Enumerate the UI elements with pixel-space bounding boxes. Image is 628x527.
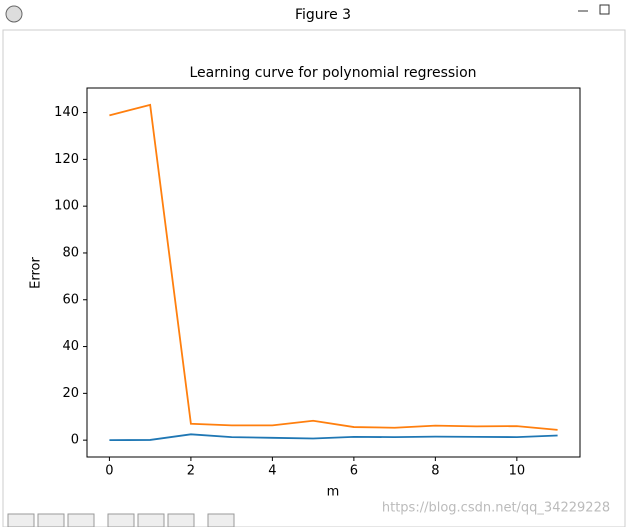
- y-tick-label: 80: [62, 245, 79, 260]
- x-tick-label: 4: [268, 464, 276, 479]
- axes: [86, 87, 581, 458]
- configure-button[interactable]: [167, 513, 195, 527]
- toolbar: [7, 513, 235, 527]
- y-tick-label: 100: [54, 199, 79, 214]
- y-tick-label: 120: [54, 152, 79, 167]
- watermark: https://blog.csdn.net/qq_34229228: [382, 501, 610, 516]
- line-series: [109, 103, 558, 431]
- x-tick-label: 8: [431, 464, 439, 479]
- x-tick-label: 6: [350, 464, 358, 479]
- x-tick-label: 0: [105, 464, 113, 479]
- x-axis-label: m: [327, 485, 340, 500]
- chart-title: Learning curve for polynomial regression: [189, 65, 476, 81]
- zoom-button[interactable]: [137, 513, 165, 527]
- forward-button[interactable]: [67, 513, 95, 527]
- y-tick-label: 140: [54, 105, 79, 120]
- save-button[interactable]: [207, 513, 235, 527]
- y-tick-label: 0: [71, 433, 79, 448]
- y-axis-label: Error: [29, 257, 44, 289]
- home-button[interactable]: [7, 513, 35, 527]
- title-bar: [0, 0, 628, 30]
- back-button[interactable]: [37, 513, 65, 527]
- line-series: [109, 433, 558, 442]
- x-tick-label: 10: [509, 464, 526, 479]
- y-tick-label: 20: [62, 386, 79, 401]
- y-tick-label: 40: [62, 339, 79, 354]
- y-tick-label: 60: [62, 292, 79, 307]
- window-title: Figure 3: [295, 7, 351, 23]
- maximize[interactable]: [599, 4, 610, 15]
- pan-button[interactable]: [107, 513, 135, 527]
- x-tick-label: 2: [187, 464, 195, 479]
- app-icon: [5, 5, 23, 23]
